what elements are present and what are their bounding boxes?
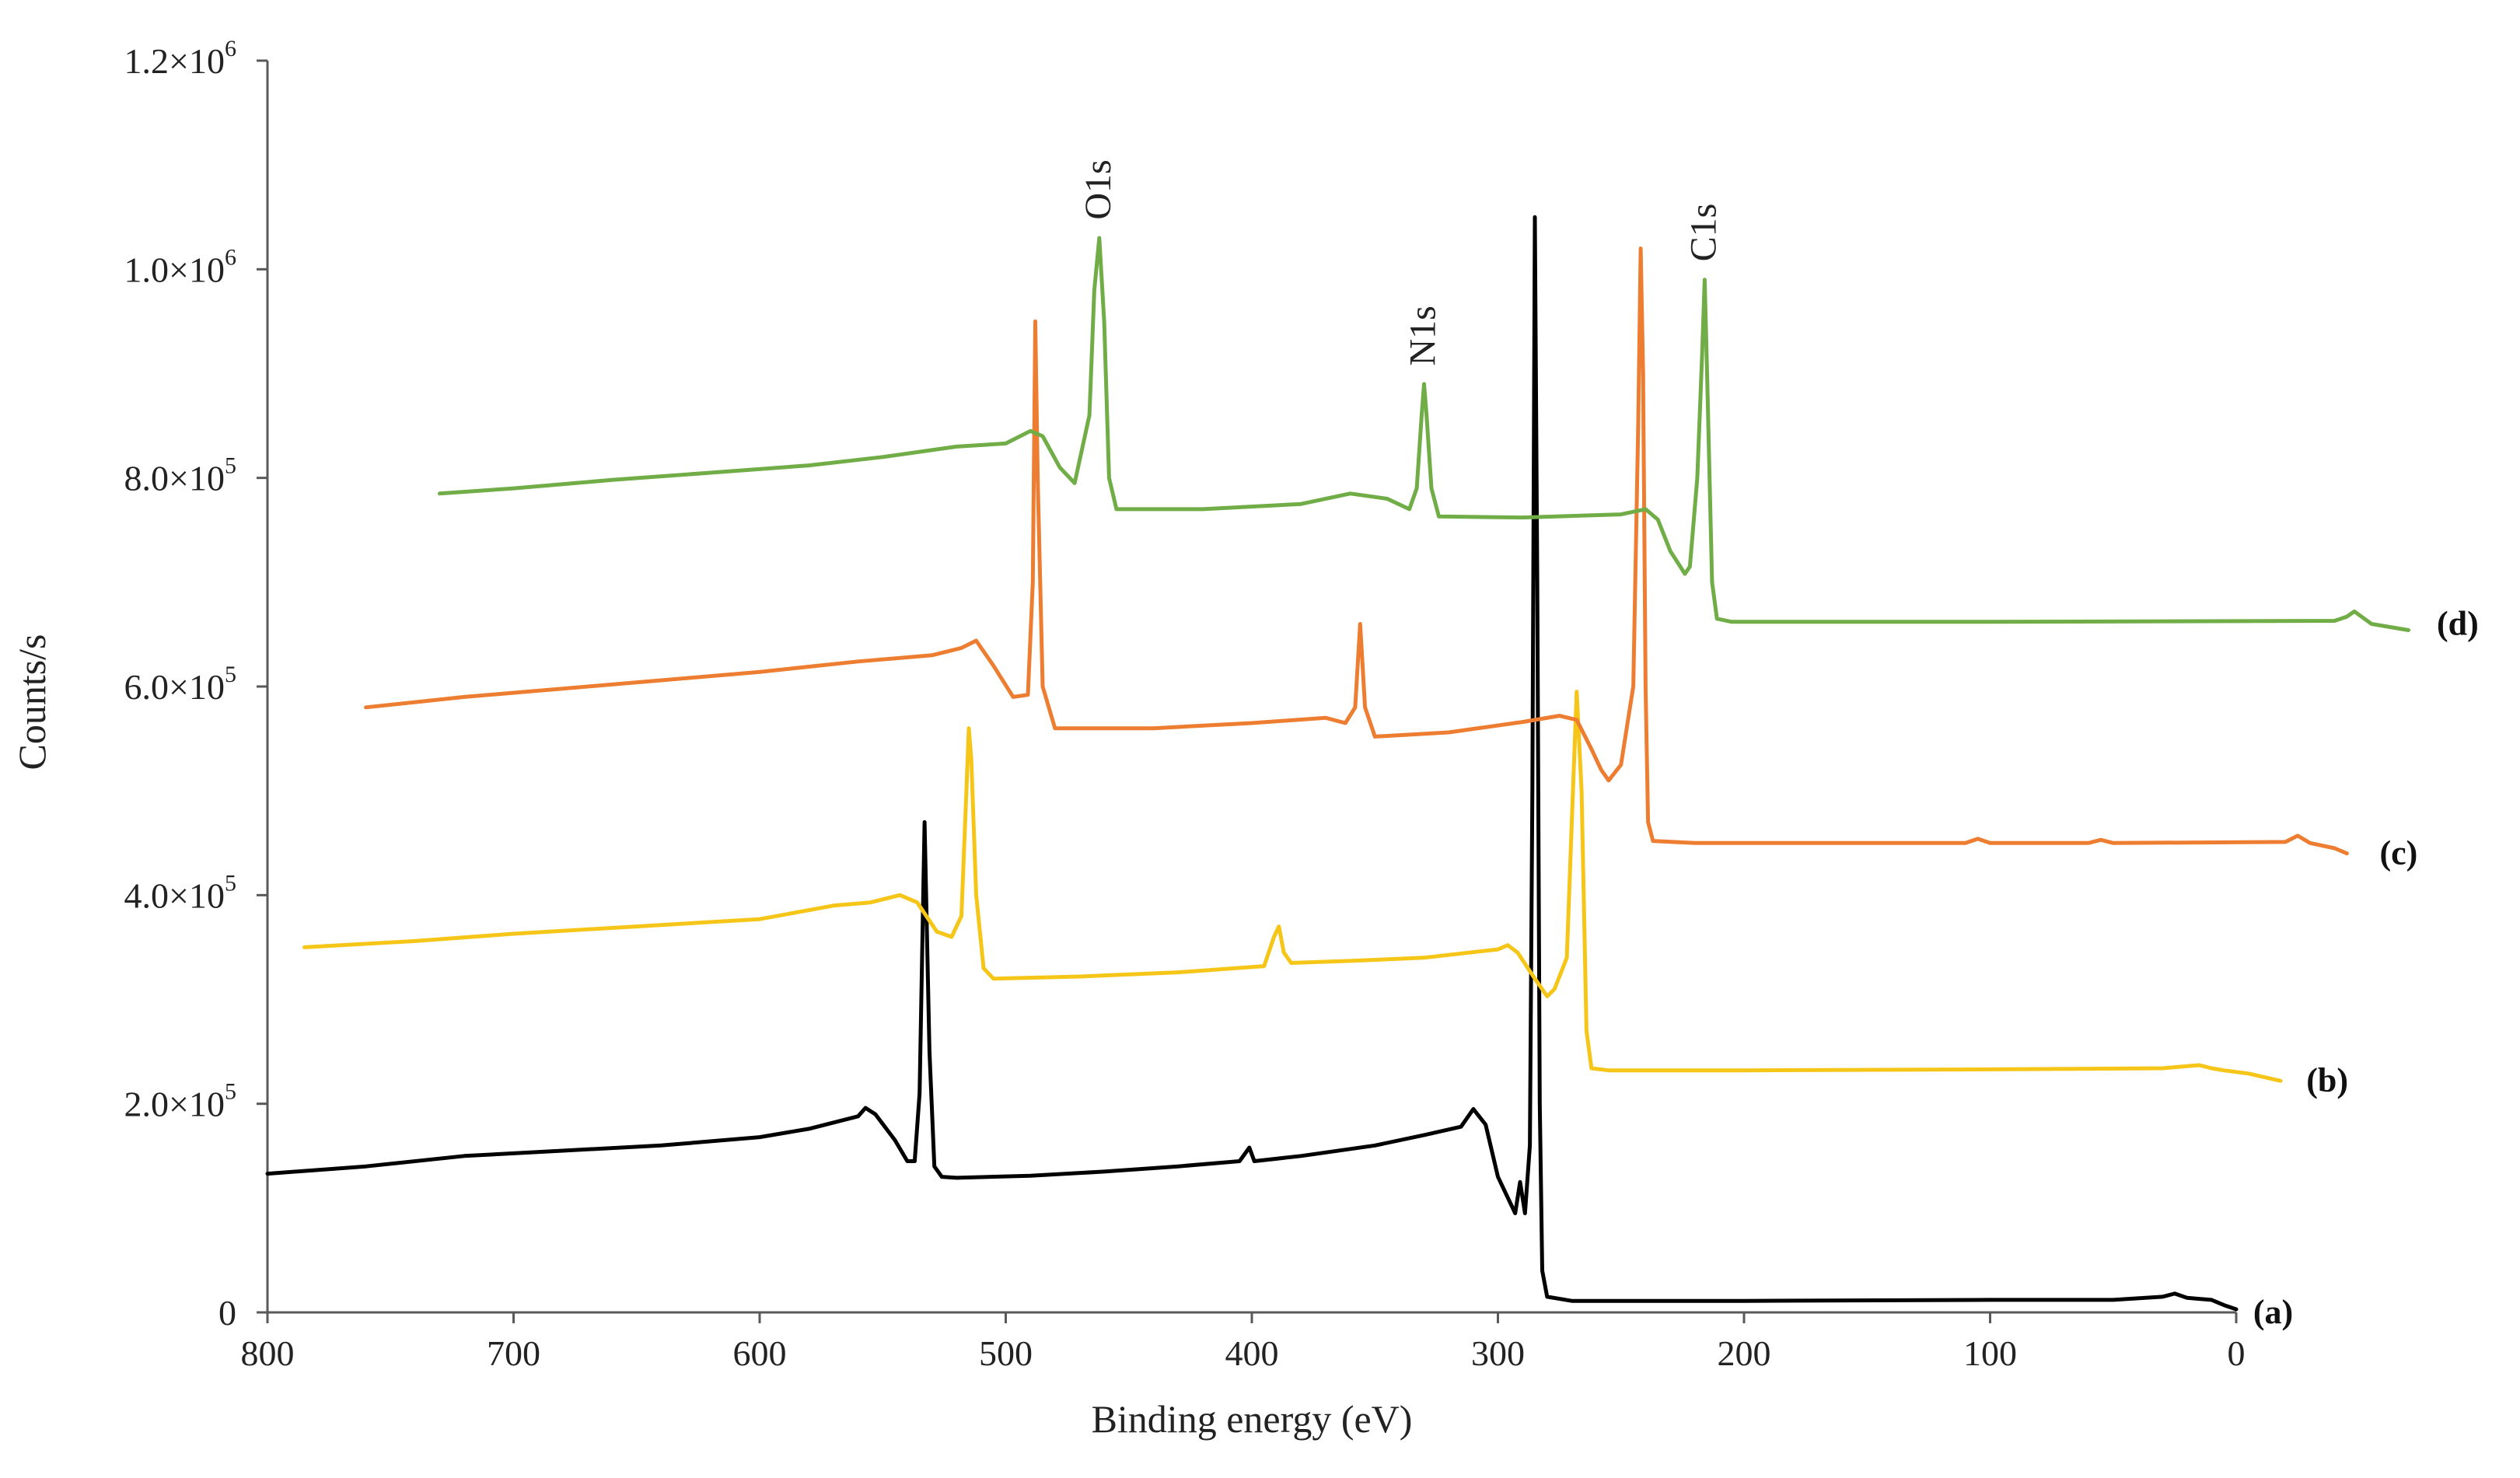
x-tick-label: 800 — [241, 1333, 295, 1373]
y-tick-label: 8.0×105 — [124, 453, 236, 498]
series-label-c: (c) — [2379, 834, 2417, 872]
series-label-d: (d) — [2437, 605, 2479, 643]
peak-labels: O1s N1s C1s — [1078, 159, 1725, 365]
series-line-b — [302, 690, 2283, 1083]
x-tick-label: 100 — [1963, 1333, 2017, 1373]
x-tick-label: 500 — [979, 1333, 1033, 1373]
x-tick-label: 200 — [1718, 1333, 1771, 1373]
x-ticks: 800 700 600 500 400 300 200 100 0 — [241, 1312, 2246, 1373]
peak-label-o1s: O1s — [1078, 159, 1119, 219]
y-ticks: 0 2.0×105 4.0×105 6.0×105 8.0×105 1.0×106 1.2×… — [124, 36, 267, 1333]
y-tick-label: 0 — [218, 1293, 236, 1333]
y-tick-label: 6.0×105 — [124, 662, 236, 707]
y-tick-label: 2.0×105 — [124, 1079, 236, 1124]
series-line-a — [265, 215, 2239, 1312]
x-tick-label: 300 — [1471, 1333, 1525, 1373]
peak-label-c1s: C1s — [1683, 204, 1724, 262]
x-tick-label: 400 — [1225, 1333, 1279, 1373]
y-axis-title: Counts/s — [10, 634, 54, 770]
series-group — [265, 215, 2410, 1312]
x-axis-title: Binding energy (eV) — [1092, 1397, 1413, 1441]
axes — [266, 61, 2236, 1314]
y-tick-label: 4.0×105 — [124, 870, 236, 915]
x-tick-label: 0 — [2228, 1333, 2246, 1373]
y-tick-label: 1.0×106 — [124, 244, 236, 289]
series-line-c — [364, 246, 2349, 856]
series-label-a: (a) — [2253, 1293, 2293, 1331]
series-line-d — [438, 236, 2410, 632]
series-labels: (a) (b) (c) (d) — [2253, 605, 2479, 1332]
x-tick-label: 600 — [733, 1333, 787, 1373]
series-label-b: (b) — [2306, 1061, 2348, 1099]
y-tick-label: 1.2×106 — [124, 36, 236, 81]
x-tick-label: 700 — [487, 1333, 540, 1373]
peak-label-n1s: N1s — [1403, 306, 1444, 365]
